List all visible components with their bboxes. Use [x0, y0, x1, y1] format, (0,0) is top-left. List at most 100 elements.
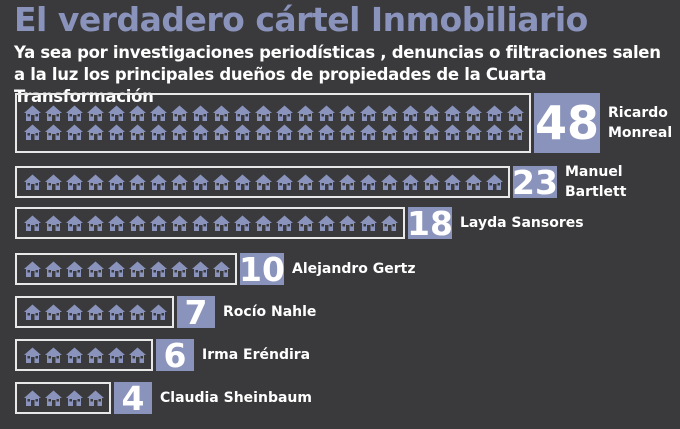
pictogram-bar: [15, 296, 174, 328]
house-icon: [337, 123, 358, 142]
house-icon: [64, 104, 85, 123]
house-icon: [421, 123, 442, 142]
house-icon: [316, 123, 337, 142]
value-label: 6: [156, 336, 194, 375]
house-icon: [232, 104, 253, 123]
house-icon: [148, 214, 169, 233]
pictogram-bar: [15, 166, 510, 198]
house-icon: [295, 173, 316, 192]
house-icon: [211, 260, 232, 279]
category-label: Ricardo Monreal: [608, 105, 673, 141]
house-icon: [127, 123, 148, 142]
house-icon: [85, 303, 106, 322]
house-icon: [43, 303, 64, 322]
house-icon: [463, 104, 484, 123]
house-icon: [400, 123, 421, 142]
value-label: 18: [407, 203, 453, 243]
house-icon: [400, 173, 421, 192]
category-label: Irma Eréndira: [202, 347, 311, 363]
house-icon: [22, 104, 43, 123]
house-icon: [253, 104, 274, 123]
value-label: 4: [114, 379, 152, 418]
house-icon: [274, 173, 295, 192]
house-icon: [127, 173, 148, 192]
house-icon: [463, 173, 484, 192]
house-icon: [232, 214, 253, 233]
house-icon: [85, 260, 106, 279]
house-icon: [43, 123, 64, 142]
chart-subtitle: Ya sea por investigaciones periodísticas…: [14, 43, 661, 106]
house-icon: [274, 214, 295, 233]
house-icon: [148, 303, 169, 322]
house-icon: [295, 214, 316, 233]
house-icon: [505, 123, 526, 142]
house-icon: [64, 214, 85, 233]
house-icon: [442, 123, 463, 142]
house-icon: [442, 104, 463, 123]
house-icon: [463, 123, 484, 142]
house-icon: [190, 214, 211, 233]
house-icon: [337, 104, 358, 123]
house-icon: [106, 104, 127, 123]
house-icon: [22, 303, 43, 322]
house-icon: [190, 123, 211, 142]
category-label: Manuel Bartlett: [565, 164, 627, 200]
house-icon: [64, 123, 85, 142]
house-icon: [484, 173, 505, 192]
house-icon: [295, 123, 316, 142]
house-icon: [127, 260, 148, 279]
house-icon: [379, 173, 400, 192]
house-icon: [148, 123, 169, 142]
house-icon: [106, 123, 127, 142]
house-icon: [337, 214, 358, 233]
house-icon: [421, 104, 442, 123]
pictogram-bar: [15, 382, 111, 414]
house-icon: [22, 214, 43, 233]
house-icon: [43, 346, 64, 365]
house-icon: [64, 303, 85, 322]
house-icon: [253, 173, 274, 192]
house-icon: [190, 260, 211, 279]
house-icon: [64, 389, 85, 408]
house-icon: [106, 260, 127, 279]
chart-title: El verdadero cártel Inmobiliario: [14, 0, 588, 39]
house-icon: [22, 346, 43, 365]
house-icon: [274, 123, 295, 142]
house-icon: [274, 104, 295, 123]
house-icon: [190, 104, 211, 123]
house-icon: [106, 303, 127, 322]
house-icon: [169, 104, 190, 123]
house-icon: [484, 123, 505, 142]
house-icon: [358, 123, 379, 142]
house-icon: [211, 123, 232, 142]
house-icon: [484, 104, 505, 123]
house-icon: [64, 173, 85, 192]
house-icon: [442, 173, 463, 192]
house-icon: [358, 173, 379, 192]
house-icon: [169, 260, 190, 279]
house-icon: [127, 303, 148, 322]
house-icon: [85, 214, 106, 233]
house-icon: [379, 214, 400, 233]
house-icon: [253, 214, 274, 233]
house-icon: [127, 214, 148, 233]
house-icon: [232, 173, 253, 192]
house-icon: [169, 123, 190, 142]
house-icon: [43, 260, 64, 279]
house-icon: [64, 260, 85, 279]
house-icon: [316, 104, 337, 123]
house-icon: [316, 214, 337, 233]
pictogram-bar: [15, 207, 405, 239]
house-icon: [400, 104, 421, 123]
pictogram-bar: [15, 93, 531, 153]
house-icon: [106, 214, 127, 233]
value-label: 7: [177, 293, 215, 332]
house-icon: [211, 173, 232, 192]
category-label: Rocío Nahle: [223, 304, 317, 320]
house-icon: [22, 389, 43, 408]
house-icon: [85, 104, 106, 123]
house-icon: [22, 123, 43, 142]
category-label: Claudia Sheinbaum: [160, 390, 312, 406]
house-icon: [358, 214, 379, 233]
house-icon: [211, 104, 232, 123]
